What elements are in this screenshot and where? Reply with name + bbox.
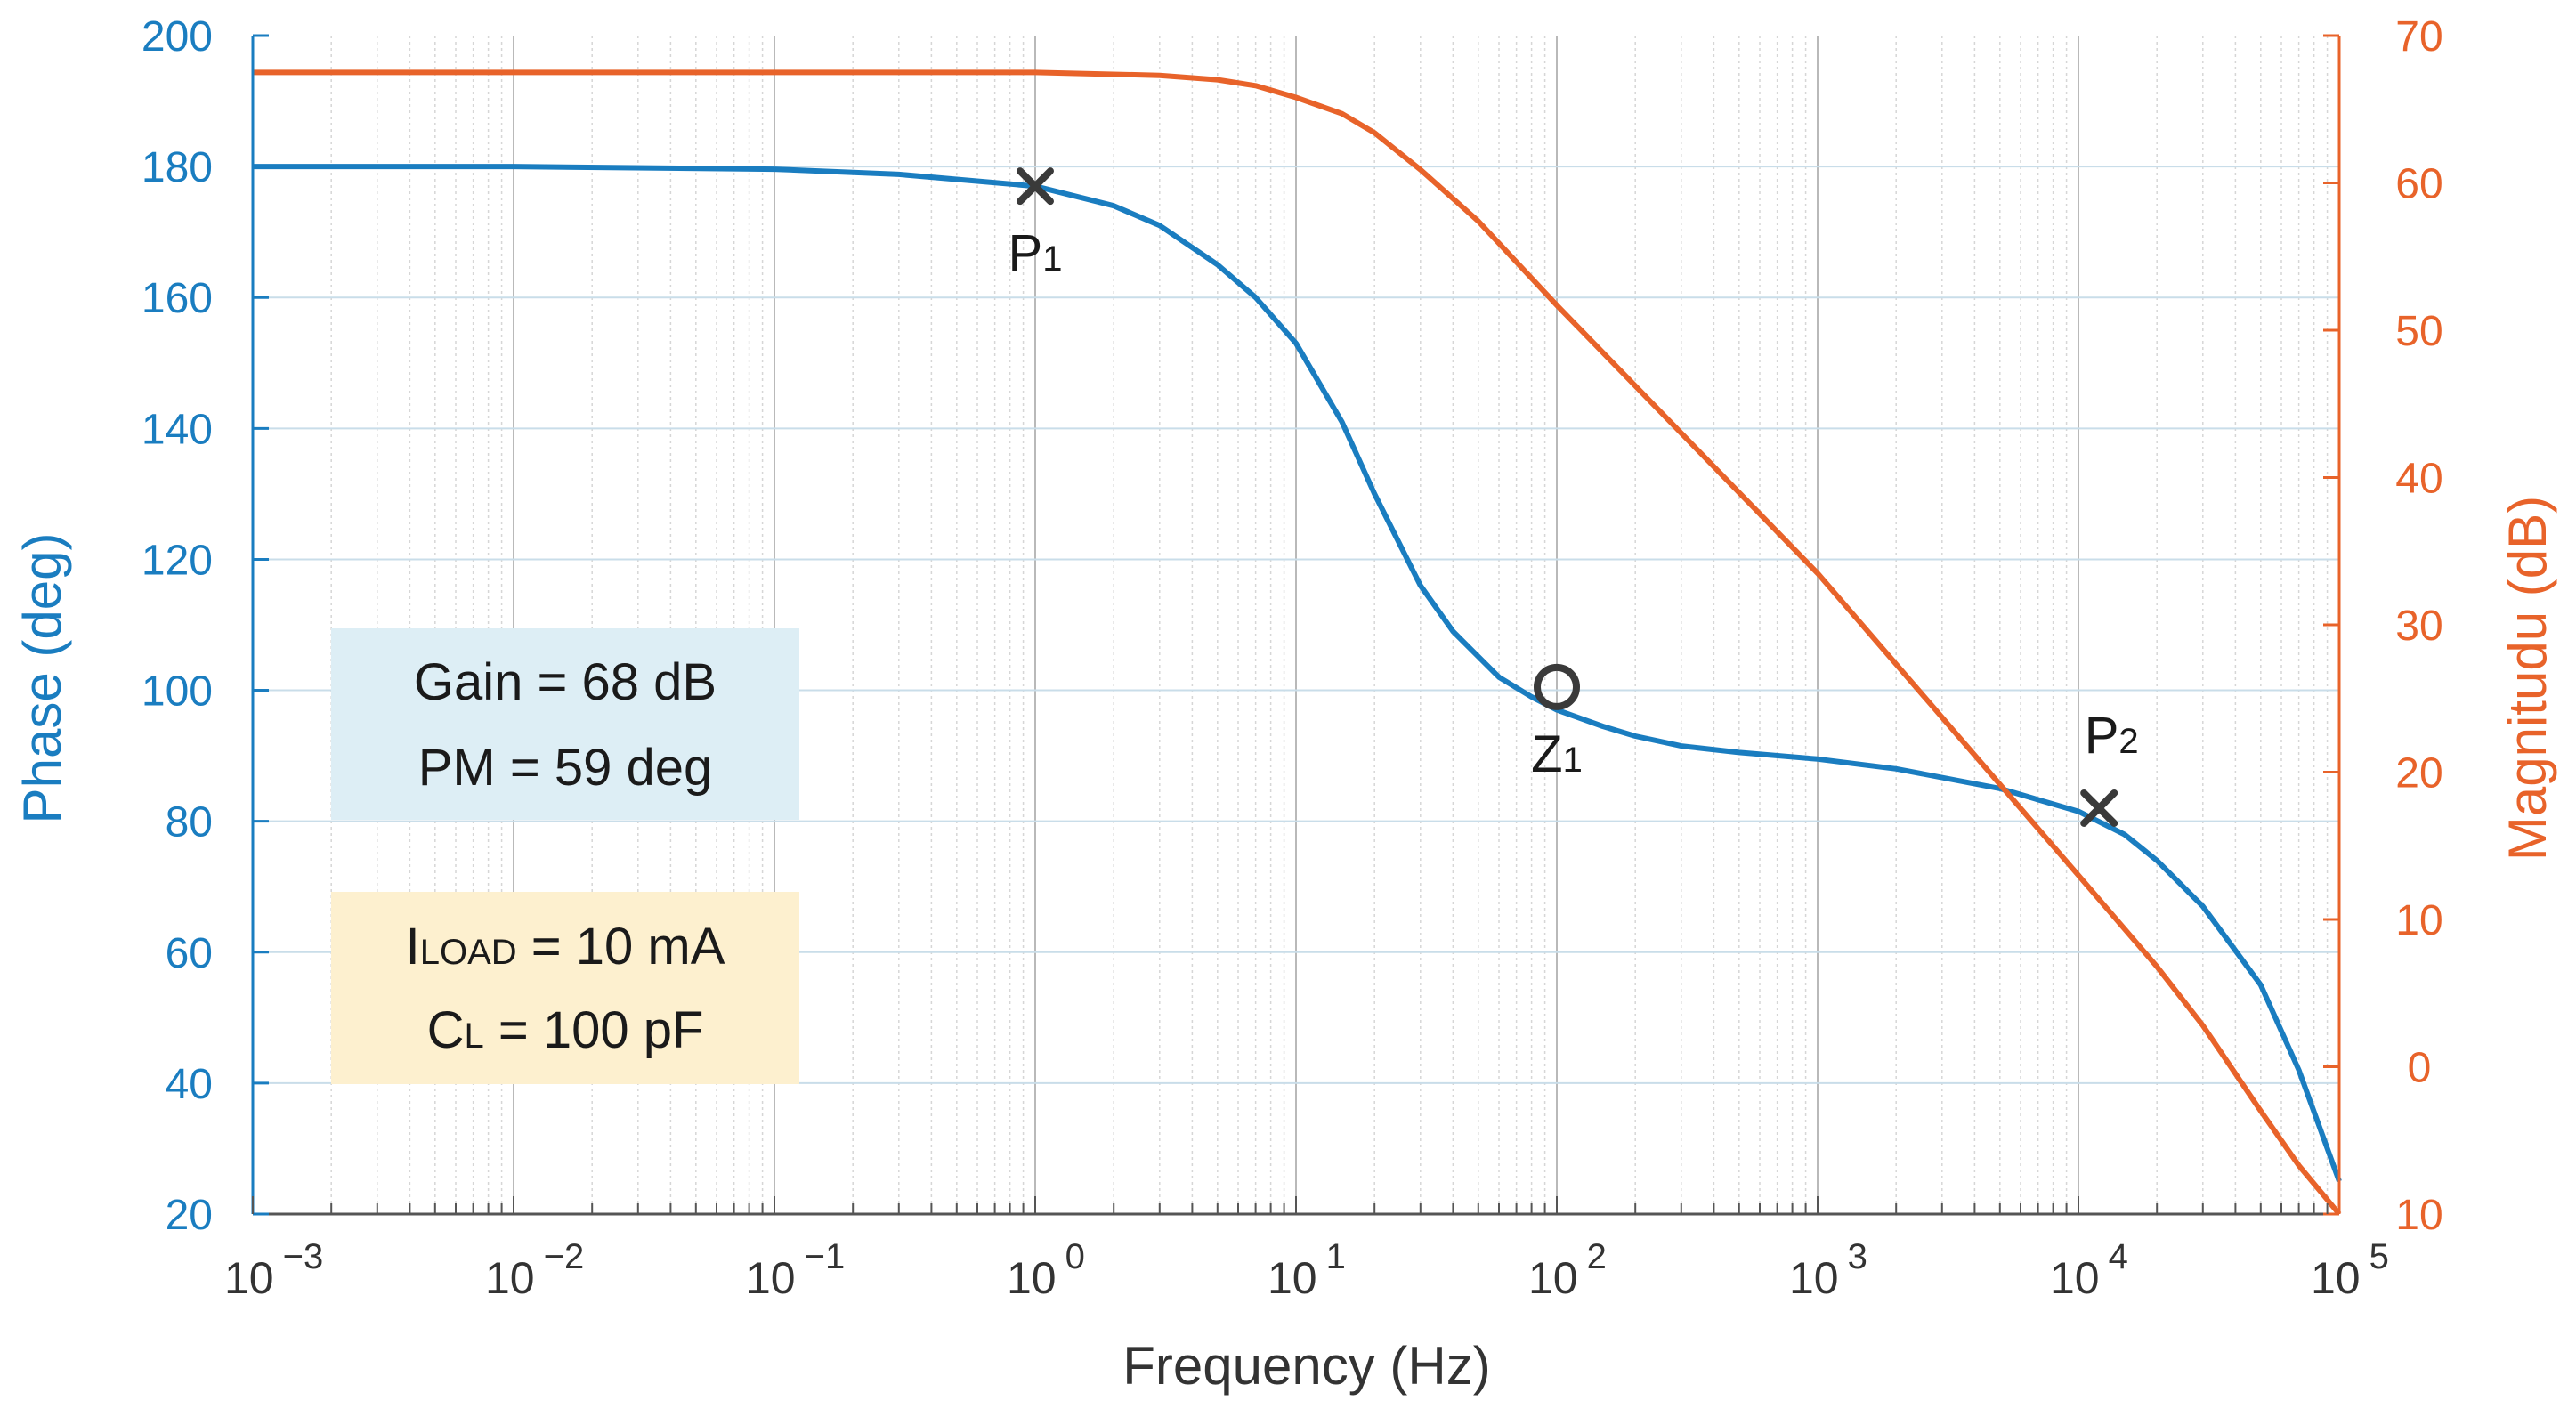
y-right-tick-label: 50 bbox=[2395, 308, 2442, 355]
axes-layer: 2040608010012014016018020010010203040506… bbox=[142, 13, 2443, 1303]
y-left-tick-label: 120 bbox=[142, 537, 213, 584]
series-line-phase bbox=[253, 164, 2342, 1183]
y-right-axis-label: Magnitudu (dB) bbox=[2498, 496, 2557, 861]
y-left-axis-label: Phase (deg) bbox=[12, 533, 72, 824]
iload-main: I bbox=[406, 918, 420, 976]
pole-marker-p2 bbox=[2080, 789, 2118, 827]
gain-pm-box bbox=[331, 628, 799, 820]
x-tick-label: 10 −3 bbox=[224, 1237, 323, 1303]
marker-layer: P1 Z1 P2 bbox=[1009, 167, 2139, 827]
y-left-tick-label: 100 bbox=[142, 668, 213, 716]
gain-pm-annotation: Gain = 68 dB PM = 59 deg bbox=[331, 628, 799, 820]
y-left-tick-label: 60 bbox=[166, 930, 213, 977]
cl-main: C bbox=[427, 1001, 465, 1059]
y-right-tick-label: 20 bbox=[2395, 750, 2442, 798]
y-left-tick-label: 200 bbox=[142, 13, 213, 61]
y-left-tick-label: 140 bbox=[142, 406, 213, 453]
y-right-tick-label: 60 bbox=[2395, 161, 2442, 208]
y-left-tick-label: 180 bbox=[142, 144, 213, 191]
y-right-tick-label: 10 bbox=[2395, 1192, 2442, 1239]
iload-rest: = 10 mA bbox=[517, 918, 725, 976]
cl-rest: = 100 pF bbox=[484, 1001, 704, 1059]
pole-marker-p1 bbox=[1017, 167, 1054, 206]
marker-label-p1: P1 bbox=[1009, 224, 1063, 282]
x-tick-label: 10 5 bbox=[2311, 1237, 2389, 1303]
y-right-tick-label: 40 bbox=[2395, 456, 2442, 503]
x-tick-label: 10 1 bbox=[1268, 1237, 1346, 1303]
gain-text: Gain = 68 dB bbox=[414, 653, 717, 711]
y-left-tick-label: 40 bbox=[166, 1061, 213, 1108]
x-tick-label: 10 −2 bbox=[485, 1237, 584, 1303]
series-line-magnitude bbox=[253, 69, 2342, 1216]
load-cap-annotation: ILOAD = 10 mA CL = 100 pF bbox=[331, 892, 799, 1084]
x-axis-label: Frequency (Hz) bbox=[1122, 1336, 1490, 1396]
y-left-tick-label: 160 bbox=[142, 275, 213, 322]
marker-label-z1: Z1 bbox=[1531, 725, 1583, 783]
x-tick-label: 10 2 bbox=[1528, 1237, 1607, 1303]
iload-sub: LOAD bbox=[420, 933, 517, 972]
x-tick-label: 10 3 bbox=[1789, 1237, 1867, 1303]
load-cap-box bbox=[331, 892, 799, 1084]
y-right-tick-label: 10 bbox=[2395, 897, 2442, 944]
cl-sub: L bbox=[464, 1016, 483, 1056]
marker-label-p2: P2 bbox=[2085, 707, 2139, 765]
y-right-tick-label: 0 bbox=[2408, 1045, 2432, 1092]
zero-marker-z1 bbox=[1534, 663, 1580, 710]
cl-text: CL = 100 pF bbox=[427, 1001, 704, 1059]
y-left-tick-label: 20 bbox=[166, 1192, 213, 1239]
x-tick-label: 10 −1 bbox=[746, 1237, 845, 1303]
pm-text: PM = 59 deg bbox=[418, 739, 713, 797]
x-tick-label: 10 4 bbox=[2050, 1237, 2128, 1303]
y-right-tick-label: 30 bbox=[2395, 603, 2442, 650]
y-right-tick-label: 70 bbox=[2395, 13, 2442, 61]
y-left-tick-label: 80 bbox=[166, 799, 213, 846]
x-tick-label: 10 0 bbox=[1007, 1237, 1085, 1303]
iload-text: ILOAD = 10 mA bbox=[406, 918, 725, 976]
series-layer bbox=[253, 69, 2342, 1216]
